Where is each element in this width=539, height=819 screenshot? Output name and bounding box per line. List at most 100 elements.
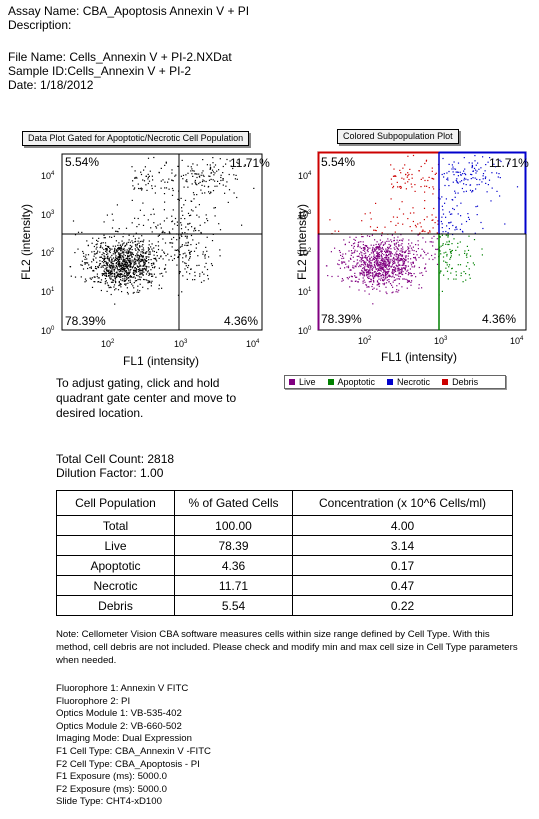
scatter-point <box>207 278 209 280</box>
scatter-point <box>339 267 341 269</box>
scatter-point <box>193 194 195 196</box>
scatter-point <box>516 186 519 188</box>
scatter-point <box>164 164 166 166</box>
scatter-point <box>114 253 116 255</box>
scatter-point <box>365 255 367 257</box>
scatter-point <box>93 255 95 257</box>
scatter-point <box>208 179 211 181</box>
scatter-point <box>463 191 465 193</box>
scatter-point <box>123 265 125 267</box>
scatter-point <box>191 200 193 202</box>
scatter-point <box>186 236 188 238</box>
scatter-point <box>121 244 123 246</box>
scatter-point <box>197 255 199 257</box>
scatter-point <box>453 174 455 176</box>
scatter-point <box>390 221 392 223</box>
scatter-point <box>169 232 171 234</box>
scatter-point <box>443 173 445 175</box>
file-name: File Name: Cells_Annexin V + PI-2.NXDat <box>8 50 232 64</box>
scatter-point <box>447 236 449 238</box>
scatter-point <box>176 239 178 241</box>
scatter-point <box>125 284 127 286</box>
scatter-point <box>148 175 150 177</box>
scatter-point <box>227 201 229 203</box>
scatter-point <box>134 261 137 263</box>
scatter-point <box>401 258 403 261</box>
scatter-point <box>419 232 421 234</box>
scatter-point <box>391 241 393 243</box>
scatter-point <box>103 273 106 275</box>
scatter-point <box>384 259 386 261</box>
param-line: F1 Cell Type: CBA_Annexin V -FITC <box>56 745 211 757</box>
scatter-point <box>378 278 380 280</box>
scatter-point <box>373 244 375 246</box>
scatter-point <box>132 272 134 274</box>
scatter-point <box>201 184 203 186</box>
scatter-point <box>465 265 468 267</box>
scatter-point <box>382 283 384 285</box>
scatter-point <box>464 250 466 252</box>
scatter-point <box>195 229 197 232</box>
scatter-point <box>448 228 450 230</box>
scatter-point <box>453 161 455 163</box>
scatter-point <box>110 273 112 275</box>
scatter-point <box>153 250 155 253</box>
scatter-point <box>143 239 145 241</box>
scatter-point <box>119 256 121 258</box>
scatter-point <box>134 257 136 259</box>
scatter-point <box>410 264 413 266</box>
scatter-point <box>219 249 221 251</box>
scatter-point <box>393 269 395 271</box>
scatter-point <box>371 265 373 267</box>
scatter-point <box>109 247 111 249</box>
scatter-point <box>396 278 398 280</box>
scatter-point <box>136 244 138 246</box>
scatter-point <box>497 176 499 178</box>
scatter-point <box>451 164 453 166</box>
scatter-point <box>396 285 398 287</box>
scatter-point <box>445 230 447 233</box>
scatter-point <box>362 241 364 243</box>
scatter-point <box>115 264 117 266</box>
scatter-point <box>405 260 407 262</box>
scatter-point <box>454 190 456 192</box>
scatter-point <box>394 269 396 271</box>
scatter-point <box>392 187 394 189</box>
scatter-point <box>371 249 374 251</box>
scatter-point <box>210 172 212 174</box>
scatter-point <box>371 269 373 271</box>
data-plot-gated[interactable]: 5.54% 11.71% 78.39% 4.36% 104 103 102 10… <box>0 146 270 374</box>
scatter-point <box>400 258 402 261</box>
scatter-point <box>188 249 190 251</box>
scatter-point <box>359 272 361 274</box>
scatter-point <box>202 253 204 255</box>
scatter-point <box>192 239 194 241</box>
scatter-point <box>454 192 457 194</box>
scatter-point <box>407 269 409 271</box>
scatter-point <box>396 216 398 218</box>
scatter-point <box>187 172 189 174</box>
scatter-point <box>110 256 112 258</box>
scatter-point <box>135 245 137 247</box>
scatter-point <box>208 191 210 193</box>
scatter-point <box>81 231 83 233</box>
colored-plot-tab[interactable]: Colored Subpopulation Plot <box>337 129 459 144</box>
param-line: Imaging Mode: Dual Expression <box>56 733 192 745</box>
colored-subpopulation-plot[interactable]: 5.54% 11.71% 78.39% 4.36% 104 103 102 10… <box>270 146 539 374</box>
table-row: Live 78.39 3.14 <box>56 535 513 556</box>
scatter-point <box>140 273 142 275</box>
scatter-point <box>391 272 393 275</box>
scatter-point <box>98 237 100 239</box>
scatter-point <box>119 248 121 251</box>
scatter-point <box>409 272 411 274</box>
scatter-point <box>399 169 401 171</box>
scatter-point <box>206 164 208 166</box>
scatter-point <box>393 247 395 249</box>
scatter-point <box>337 263 339 265</box>
scatter-point <box>157 245 160 247</box>
data-plot-tab[interactable]: Data Plot Gated for Apoptotic/Necrotic C… <box>22 131 250 146</box>
scatter-point <box>212 162 214 164</box>
scatter-point <box>194 173 196 175</box>
scatter-point <box>371 285 373 288</box>
scatter-point <box>448 163 450 165</box>
